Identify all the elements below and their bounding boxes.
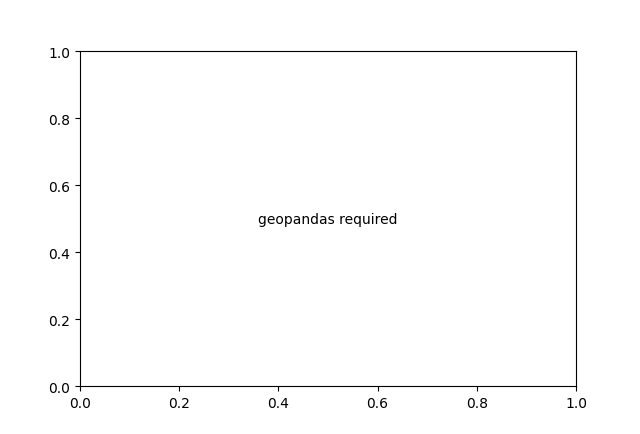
Text: geopandas required: geopandas required [259,212,397,226]
